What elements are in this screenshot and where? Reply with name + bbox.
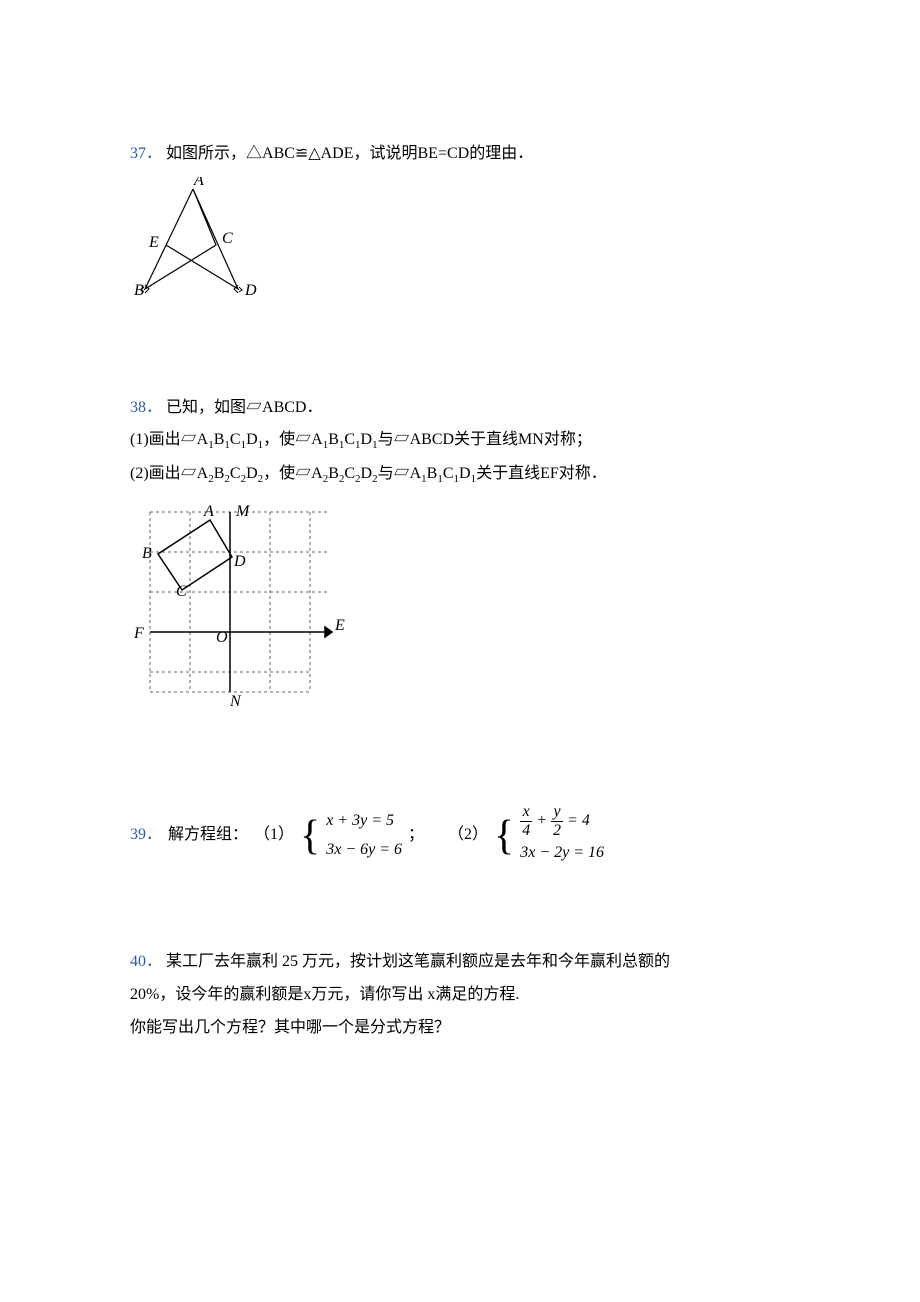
problem-39: 39． 解方程组： （1） { x + 3y = 5 3x − 6y = 6 ；…	[130, 803, 790, 868]
numerator: x	[520, 803, 532, 822]
figure-grid: A M B D C F O E N	[130, 502, 790, 723]
text: (2)画出▱A	[130, 465, 208, 482]
eq-line: x + 3y = 5	[326, 812, 394, 829]
eq-line: 3x − 2y = 16	[520, 844, 604, 861]
label-d: D	[244, 282, 257, 299]
sub-question-1: (1)画出▱A1B1C1D1，使▱A1B1C1D1与▱ABCD关于直线MN对称；	[130, 426, 790, 456]
text: D	[246, 431, 258, 448]
text: B	[328, 431, 339, 448]
label-e: E	[334, 617, 345, 634]
denominator: 4	[520, 822, 532, 840]
text: D	[459, 465, 471, 482]
numerator: y	[551, 803, 563, 822]
text: (1)画出▱A	[130, 431, 208, 448]
denominator: 2	[551, 822, 563, 840]
label-c: C	[222, 230, 233, 247]
text: B	[214, 431, 225, 448]
label-a: A	[193, 177, 204, 189]
equation-system-1: x + 3y = 5 3x − 6y = 6	[326, 807, 402, 865]
brace-icon: {	[494, 815, 514, 857]
problem-text: 解方程组：	[168, 821, 248, 850]
problem-38: 38． 已知，如图▱ABCD． (1)画出▱A1B1C1D1，使▱A1B1C1D…	[130, 394, 790, 724]
label-b: B	[142, 545, 152, 562]
label-d: D	[233, 553, 246, 570]
problem-37: 37． 如图所示，△ABC≌△ADE，试说明BE=CD的理由． A E C B …	[130, 140, 790, 314]
label-c: C	[176, 583, 187, 600]
label-o: O	[216, 629, 228, 646]
eq-line: 3x − 6y = 6	[326, 841, 402, 858]
text: C	[344, 465, 355, 482]
text: C	[443, 465, 454, 482]
text: B	[427, 465, 438, 482]
sub-question-2: (2)画出▱A2B2C2D2，使▱A2B2C2D2与▱A1B1C1D1关于直线E…	[130, 460, 790, 490]
text: 与▱ABCD关于直线MN对称；	[378, 431, 592, 448]
text: B	[328, 465, 339, 482]
label-n: N	[229, 693, 242, 710]
problem-text: 如图所示，△ABC≌△ADE，试说明BE=CD的理由．	[166, 145, 533, 162]
brace-icon: {	[300, 815, 320, 857]
text: D	[361, 431, 373, 448]
op: = 4	[563, 812, 590, 829]
text: D	[246, 465, 258, 482]
text: C	[344, 431, 355, 448]
problem-number: 39．	[130, 821, 162, 850]
text: D	[361, 465, 373, 482]
label-f: F	[133, 625, 144, 642]
text: 关于直线EF对称．	[476, 465, 607, 482]
semicolon: ；	[408, 821, 424, 850]
text: B	[214, 465, 225, 482]
label-e: E	[148, 234, 159, 251]
triangle-svg: A E C B D	[130, 177, 260, 303]
text: C	[230, 431, 241, 448]
line3: 你能写出几个方程？其中哪一个是分式方程？	[130, 1014, 790, 1043]
label-b: B	[134, 282, 144, 299]
figure-triangle: A E C B D	[130, 177, 790, 314]
problem-number: 38．	[130, 399, 162, 416]
text: ，使▱A	[263, 465, 323, 482]
text: ，使▱A	[263, 431, 323, 448]
fraction: y2	[551, 803, 563, 839]
fraction: x4	[520, 803, 532, 839]
part2-label: （2）	[448, 821, 488, 850]
label-a: A	[203, 503, 214, 520]
op: +	[532, 812, 551, 829]
text: C	[230, 465, 241, 482]
text: 与▱A	[378, 465, 422, 482]
problem-number: 40．	[130, 953, 162, 970]
problem-number: 37．	[130, 145, 162, 162]
problem-intro: 已知，如图▱ABCD．	[166, 399, 322, 416]
eq-line: x4 + y2 = 4	[520, 812, 590, 829]
label-m: M	[235, 503, 251, 520]
grid-svg: A M B D C F O E N	[130, 502, 350, 712]
part1-label: （1）	[254, 821, 294, 850]
equation-system-2: x4 + y2 = 4 3x − 2y = 16	[520, 803, 604, 868]
line2: 20%，设今年的赢利额是x万元，请你写出 x满足的方程.	[130, 981, 790, 1010]
problem-40: 40． 某工厂去年赢利 25 万元，按计划这笔赢利额应是去年和今年赢利总额的 2…	[130, 948, 790, 1042]
line1: 某工厂去年赢利 25 万元，按计划这笔赢利额应是去年和今年赢利总额的	[166, 953, 670, 970]
